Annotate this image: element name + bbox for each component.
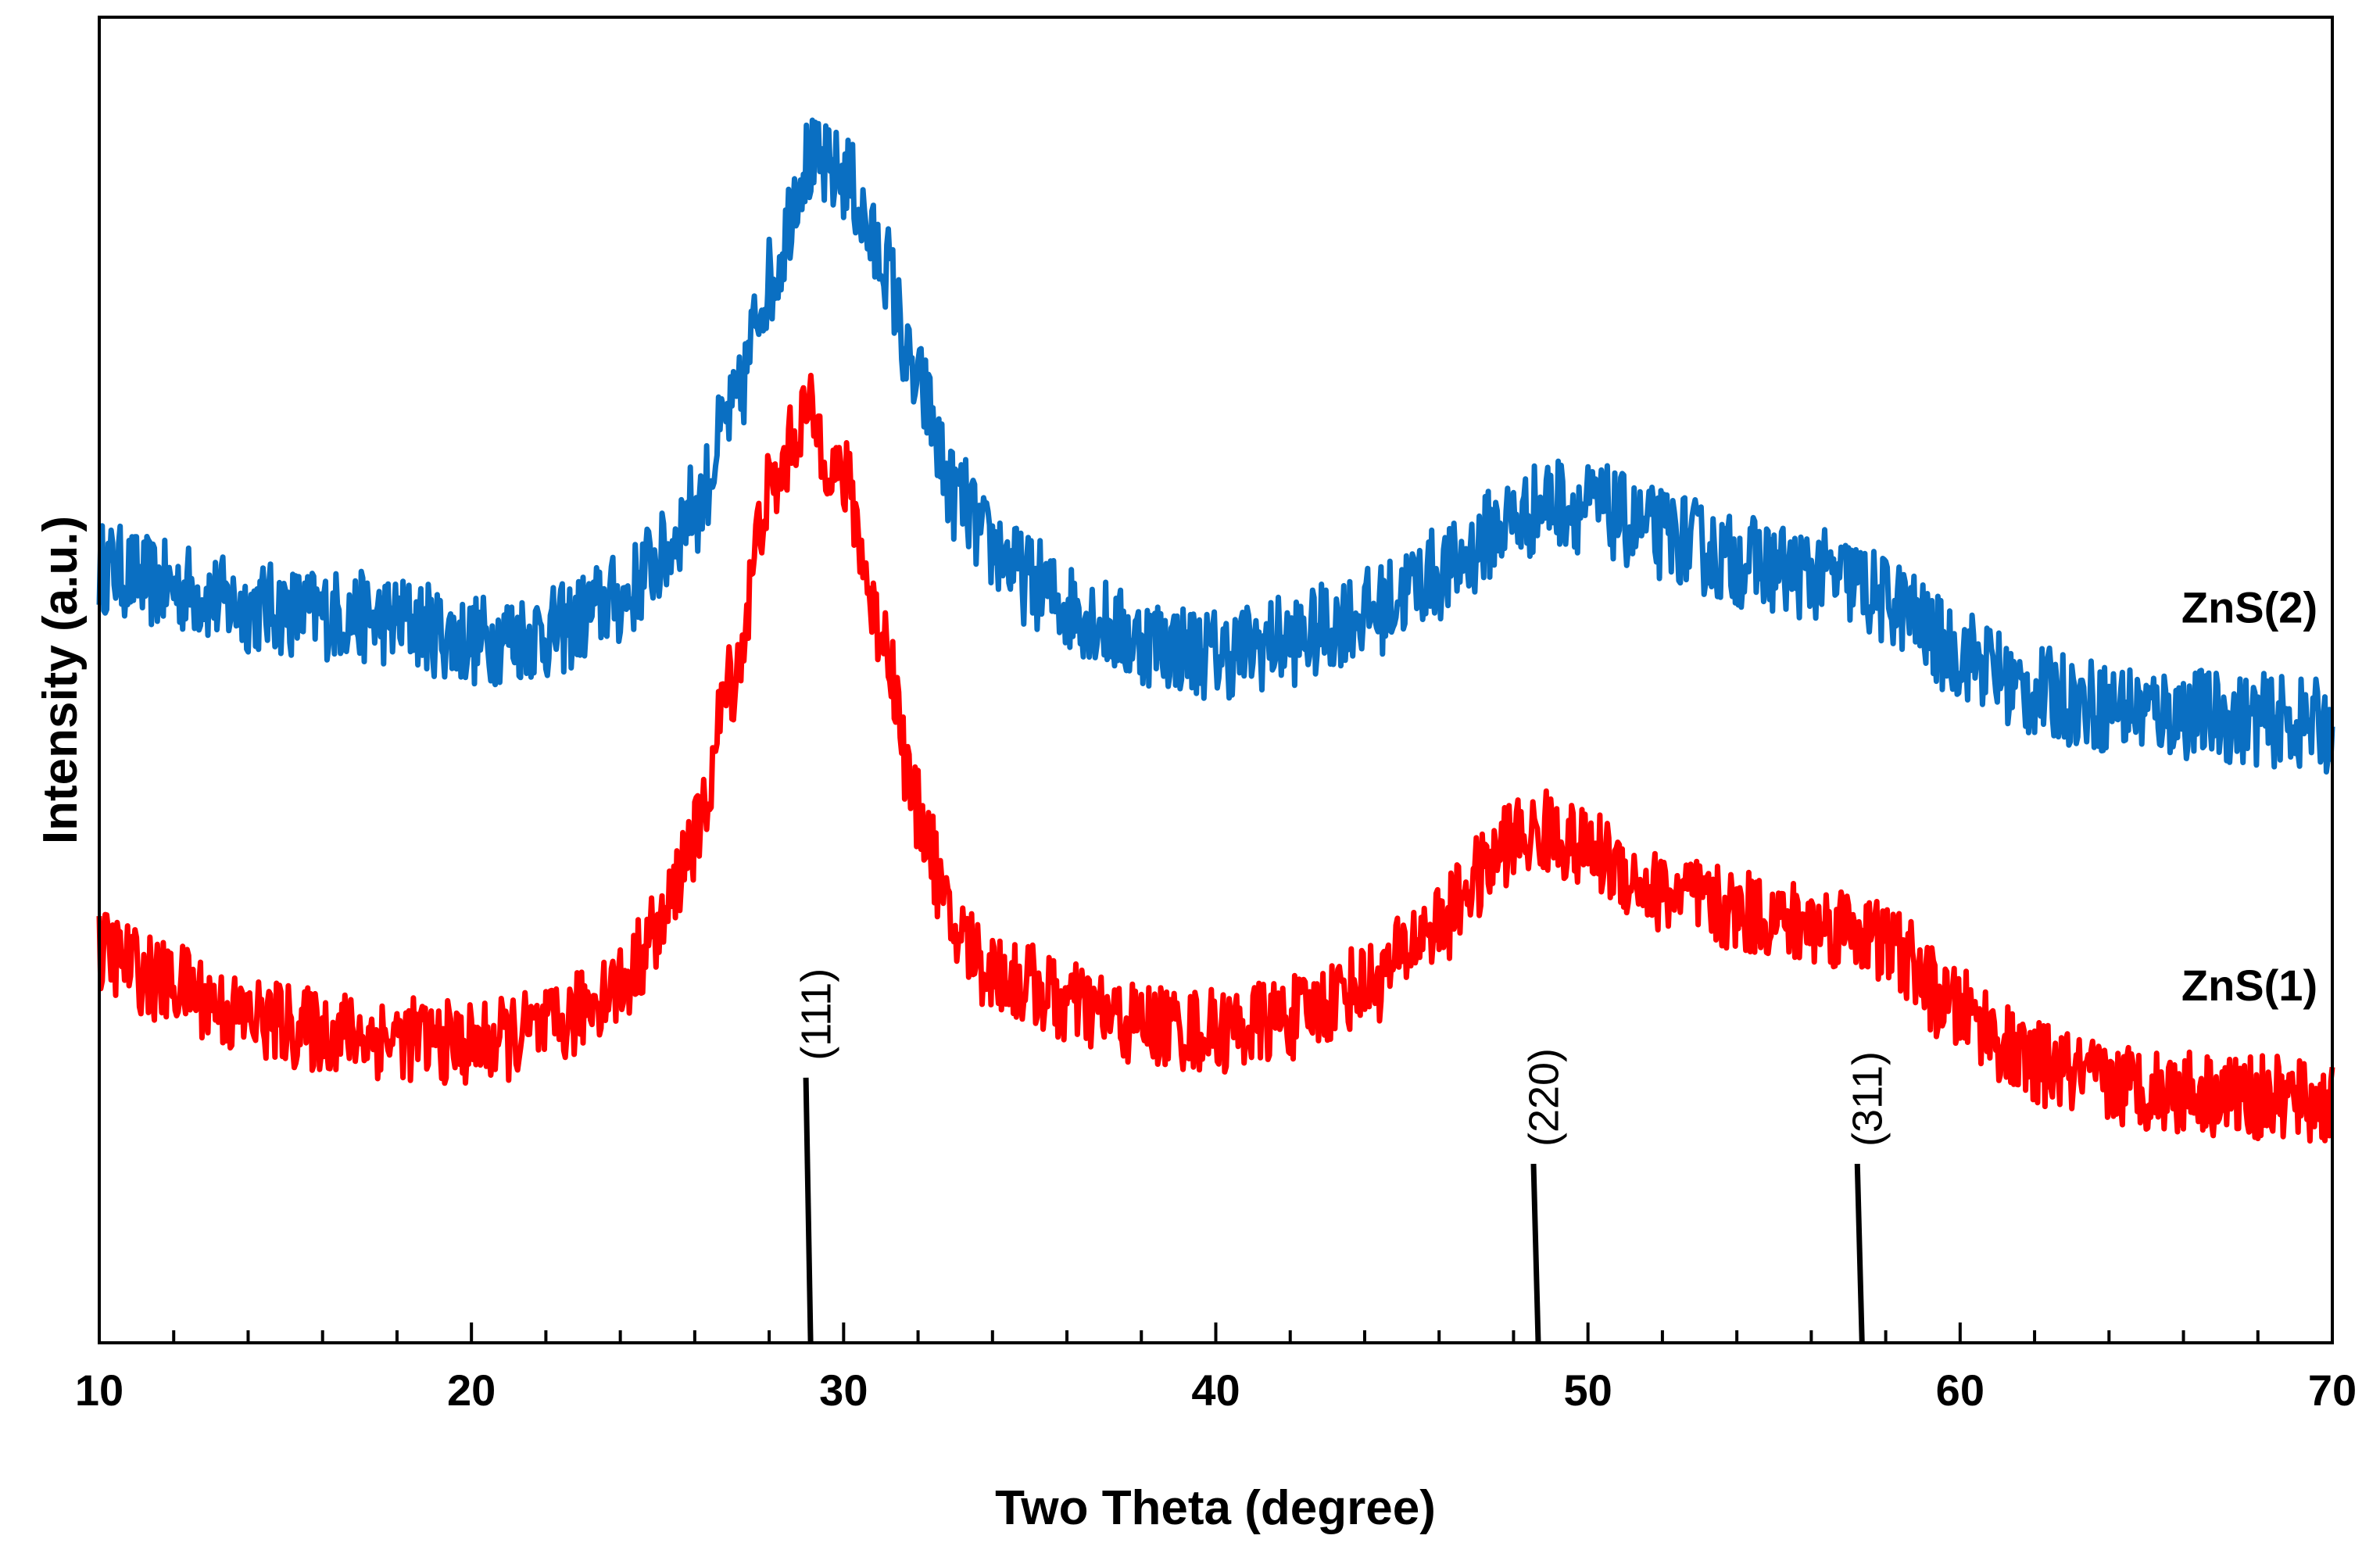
reference-peak-111: (111)	[793, 968, 839, 1344]
reference-peak-220: (220)	[1520, 1048, 1567, 1344]
x-tick-label: 60	[1936, 1365, 1985, 1415]
reference-peak-line	[1530, 1163, 1541, 1344]
x-tick-label: 10	[75, 1365, 123, 1415]
x-tick-label: 50	[1564, 1365, 1612, 1415]
x-tick-label: 40	[1191, 1365, 1240, 1415]
x-tick-label: 30	[819, 1365, 868, 1415]
reference-peak-label: (311)	[1845, 1051, 1891, 1147]
legend-label-zns-2: ZnS(2)	[2181, 583, 2317, 632]
x-axis-title: Two Theta (degree)	[995, 1481, 1436, 1535]
reference-peaks: (111) (220) (311)	[793, 968, 1891, 1344]
y-axis-title: Intensity (a.u.)	[34, 516, 88, 844]
reference-peak-line	[803, 1077, 814, 1344]
x-tick-label: 70	[2308, 1365, 2357, 1415]
reference-peak-line	[1854, 1163, 1865, 1344]
x-axis: 10 20 30 40 50 60 70	[75, 1322, 2357, 1415]
reference-peak-311: (311)	[1845, 1051, 1891, 1344]
series-zns-1	[96, 372, 2335, 1144]
legend-label-zns-1: ZnS(1)	[2181, 961, 2317, 1010]
series-line-zns-1	[96, 372, 2335, 1144]
series-zns-2	[96, 117, 2335, 775]
series-line-zns-2	[96, 117, 2335, 775]
x-tick-label: 20	[447, 1365, 496, 1415]
reference-peak-label: (220)	[1520, 1048, 1567, 1147]
reference-peak-label: (111)	[793, 968, 839, 1061]
legend: ZnS(2) ZnS(1)	[2181, 583, 2317, 1010]
series-layer	[96, 117, 2335, 1144]
